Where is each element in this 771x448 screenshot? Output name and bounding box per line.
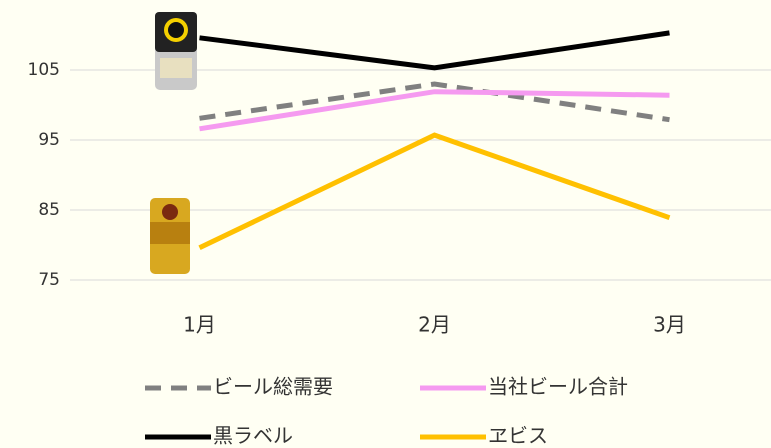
plot: 75 85 95 105 1月 2月 3月 (28, 60, 771, 337)
series-line (199, 81, 670, 123)
legend-label: 当社ビール合計 (488, 375, 628, 399)
x-tick-label: 3月 (653, 313, 686, 337)
can-yebisu (150, 198, 190, 274)
legend-label: ヱビス (488, 424, 548, 448)
series-line (198, 132, 671, 251)
series-line (199, 89, 670, 132)
x-tick-label: 2月 (418, 313, 451, 337)
y-tick-label: 75 (38, 270, 60, 290)
lines (198, 30, 671, 251)
can-sapporo (155, 12, 197, 90)
y-tick-label: 85 (38, 200, 60, 220)
y-tick-label: 105 (28, 60, 60, 80)
x-tick-label: 1月 (183, 313, 216, 337)
legend-label: ビール総需要 (213, 375, 333, 399)
legend-label: 黒ラベル (213, 424, 293, 448)
series-line (199, 30, 670, 71)
y-tick-label: 95 (38, 130, 60, 150)
